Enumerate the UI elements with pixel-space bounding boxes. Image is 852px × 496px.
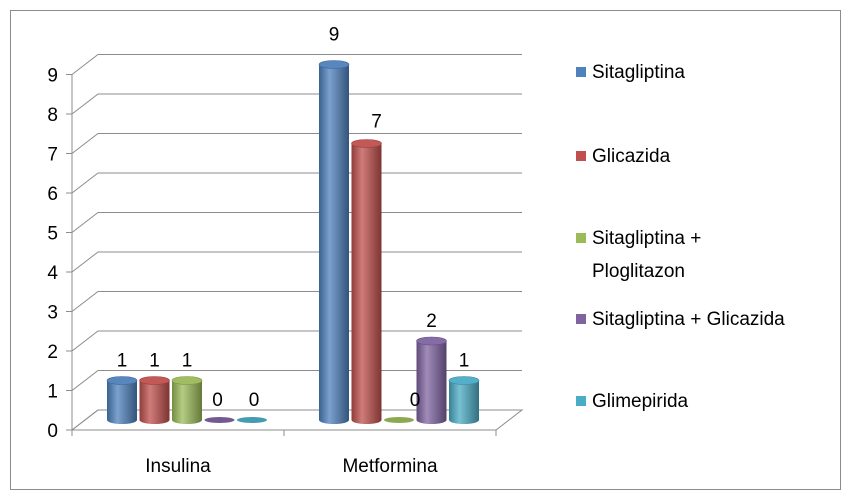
bar: [351, 139, 382, 424]
bar-body: [449, 380, 479, 424]
legend-item: Sitagliptina + Glicazida: [576, 309, 785, 330]
data-label: 7: [371, 112, 382, 133]
legend-swatch: [576, 396, 586, 406]
y-tick-label: 9: [47, 66, 58, 87]
gridlines: [71, 54, 522, 431]
bar: [139, 376, 170, 424]
y-tick-label: 0: [47, 421, 58, 442]
legend-swatch: [576, 233, 586, 243]
y-tick-label: 2: [47, 342, 58, 363]
data-label: 1: [459, 351, 470, 372]
gridline: [71, 133, 522, 154]
bars: [106, 60, 480, 424]
bar: [171, 376, 203, 424]
axes: [66, 74, 497, 436]
bar-top: [139, 376, 170, 385]
data-label: 1: [117, 351, 128, 372]
bar-flat: [204, 417, 235, 423]
bar-body: [139, 380, 170, 424]
gridline: [71, 172, 522, 194]
data-label: 1: [149, 351, 160, 372]
legend-label: Sitagliptina +: [592, 228, 701, 249]
bar: [318, 60, 350, 424]
y-tick-label: 5: [47, 224, 58, 245]
y-tick-label: 4: [47, 263, 58, 284]
y-tick-label: 8: [47, 105, 58, 126]
bar-top: [106, 376, 138, 385]
gridline: [71, 251, 522, 273]
bar-body: [172, 380, 202, 424]
bar-flat: [384, 417, 414, 423]
bar-body: [319, 64, 349, 424]
bar: [204, 417, 235, 423]
legend-swatch: [576, 314, 586, 324]
legend-item: Sitagliptina: [576, 62, 685, 83]
y-tick-label: 3: [47, 303, 58, 324]
gridline: [71, 330, 522, 352]
y-tick-label: 7: [47, 145, 58, 166]
category-label: Metformina: [342, 456, 437, 477]
legend-item: Glicazida: [576, 146, 671, 167]
bar-body: [107, 380, 137, 424]
legend-label: Glimepirida: [592, 391, 689, 412]
legend-item: Glimepirida: [576, 391, 689, 412]
category-labels: Insulina Metformina: [145, 456, 438, 477]
legend-swatch: [576, 151, 586, 161]
gridline: [71, 291, 522, 312]
data-label: 0: [410, 390, 421, 411]
legend-item: Sitagliptina + Ploglitazon: [576, 228, 701, 282]
legend-label: Glicazida: [592, 146, 671, 167]
gridline: [71, 93, 522, 115]
bar-flat: [237, 417, 267, 423]
bar-top: [318, 60, 350, 69]
category-label: Insulina: [145, 456, 211, 477]
data-label: 1: [182, 351, 193, 372]
bar-top: [448, 376, 480, 385]
bar-top: [171, 376, 203, 385]
bar: [448, 376, 480, 424]
bar-body: [416, 341, 447, 424]
data-label: 0: [249, 390, 260, 411]
bar-body: [351, 143, 382, 424]
bar-top: [351, 139, 382, 148]
y-tick-label: 1: [47, 382, 58, 403]
bar: [384, 417, 414, 423]
legend-label: Sitagliptina + Glicazida: [592, 309, 785, 330]
gridline: [71, 212, 522, 233]
legend: Sitagliptina Glicazida Sitagliptina + Plogl…: [576, 62, 785, 412]
bar: [237, 417, 267, 423]
bar-top: [416, 336, 447, 346]
data-label: 2: [426, 311, 437, 332]
bar: [416, 336, 447, 424]
bar: [106, 376, 138, 424]
data-label: 0: [212, 390, 223, 411]
legend-swatch: [576, 67, 586, 77]
y-tick-label: 6: [47, 184, 58, 205]
legend-label: Ploglitazon: [592, 261, 685, 282]
y-tick-labels: 0 1 2 3 4 5 6 7 8 9: [47, 66, 58, 443]
data-label: 9: [329, 25, 340, 46]
legend-label: Sitagliptina: [592, 62, 685, 83]
gridline: [71, 54, 522, 75]
